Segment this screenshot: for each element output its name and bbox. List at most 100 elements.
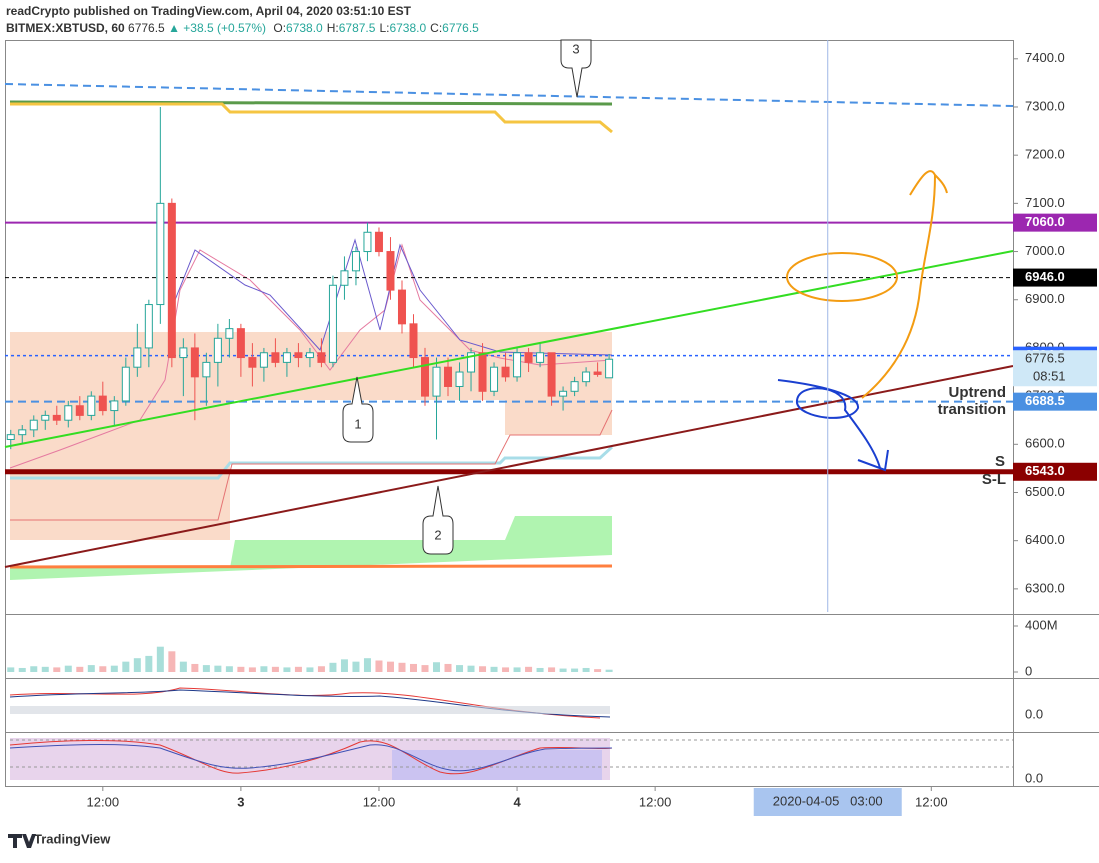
volume-bar (409, 663, 417, 672)
candle-body (6, 434, 15, 440)
volume-bar (18, 667, 26, 672)
volume-bar (375, 660, 383, 672)
volume-bar (64, 665, 72, 672)
volume-bar (179, 661, 187, 672)
ohlc-key: L: (379, 21, 389, 35)
volume-bar (145, 655, 153, 672)
band-line (9, 100, 613, 106)
price-tag (1013, 350, 1097, 387)
candle-body (397, 289, 406, 325)
volume-bar (271, 666, 279, 672)
published: readCrypto published on TradingView.com,… (6, 4, 412, 18)
volume-bar (513, 667, 521, 672)
volume-bar (559, 668, 567, 672)
candle-body (202, 361, 211, 378)
trend-line (4, 250, 1014, 448)
candle-body (374, 231, 383, 253)
volume-bar (7, 667, 15, 672)
candle-body (29, 419, 38, 431)
price-tag-label: 7060.0 (1025, 214, 1065, 229)
price-tag (1013, 392, 1097, 411)
change: ▲ +38.5 (+0.57%) (168, 21, 266, 35)
volume-bar (352, 661, 360, 672)
volume-bar (317, 666, 325, 672)
volume-bar (433, 662, 441, 672)
y-tick-label: 7100.0 (1025, 195, 1065, 210)
candle-body (213, 337, 222, 363)
volume-tick-label: 0 (1025, 663, 1032, 678)
ohlc-value: 6776.5 (442, 21, 479, 35)
volume-bar (133, 658, 141, 672)
volume-bar (156, 646, 164, 672)
volume-bar (237, 666, 245, 672)
volume-bar (225, 666, 233, 672)
candle-body (282, 352, 291, 363)
drawing (786, 252, 898, 302)
annotation: transition (938, 401, 1006, 418)
candle-body (490, 366, 499, 392)
candle-body (133, 347, 142, 368)
volume-bar (260, 666, 268, 672)
x-tick-label: 12:00 (639, 794, 672, 809)
macd-histogram (10, 706, 610, 714)
drawing (861, 170, 948, 399)
volume-bar (490, 666, 498, 672)
candle-body (305, 352, 314, 359)
volume-bar (30, 666, 38, 672)
candle-body (52, 414, 61, 421)
x-tick-label: 3 (237, 794, 244, 809)
volume-bar (248, 667, 256, 672)
y-tick-label: 6600.0 (1025, 436, 1065, 451)
volume-bar (99, 666, 107, 672)
ohlc-value: 6738.0 (389, 21, 426, 35)
callout-text: 1 (354, 416, 361, 431)
volume-bar (76, 666, 84, 672)
y-tick-label: 7200.0 (1025, 147, 1065, 162)
volume-bar (41, 666, 49, 672)
ohlc-value: 6787.5 (339, 21, 376, 35)
volume-bar (398, 662, 406, 672)
pane-frames (5, 40, 1099, 787)
candle-body (455, 371, 464, 387)
volume-bar (122, 661, 130, 672)
volume-bar (168, 651, 176, 672)
volume-tick-label: 400M (1025, 617, 1058, 632)
candle-body (98, 395, 107, 412)
volume-bar (456, 665, 464, 672)
candle-body (248, 357, 257, 368)
candle-body (328, 284, 337, 363)
candle-body (156, 202, 165, 306)
volume-bar (294, 666, 302, 672)
volume-bar (502, 667, 510, 672)
candle-body (167, 202, 176, 359)
band-line (9, 564, 613, 569)
price-tag-label: 6776.5 (1025, 351, 1065, 366)
volume-bar (525, 666, 533, 672)
y-tick-label: 6300.0 (1025, 580, 1065, 595)
volume-bar (571, 668, 579, 672)
annotation: Uptrend (949, 384, 1007, 401)
candle-body (478, 352, 487, 392)
volume-bar (467, 665, 475, 672)
x-tick-label: 12:00 (87, 794, 120, 809)
symbol: BITMEX:XBTUSD, 60 (6, 21, 125, 35)
candle-body (340, 270, 349, 286)
volume-bar (329, 662, 337, 672)
y-tick-label: 7300.0 (1025, 98, 1065, 113)
candle-body (351, 251, 360, 272)
candle-body (605, 358, 614, 379)
annotation: S (995, 453, 1005, 470)
candle-body (513, 352, 522, 378)
logo (8, 834, 36, 848)
candle-body (18, 429, 27, 436)
volume-bar (421, 665, 429, 672)
price-tag-label: 6543.0 (1025, 463, 1065, 478)
candle-body (190, 347, 199, 378)
volume-bar (306, 667, 314, 672)
candle-body (294, 352, 303, 359)
y-tick-label: 6400.0 (1025, 532, 1065, 547)
callout-text: 3 (572, 41, 579, 56)
volume-bar (283, 667, 291, 672)
last: 6776.5 (128, 21, 165, 35)
